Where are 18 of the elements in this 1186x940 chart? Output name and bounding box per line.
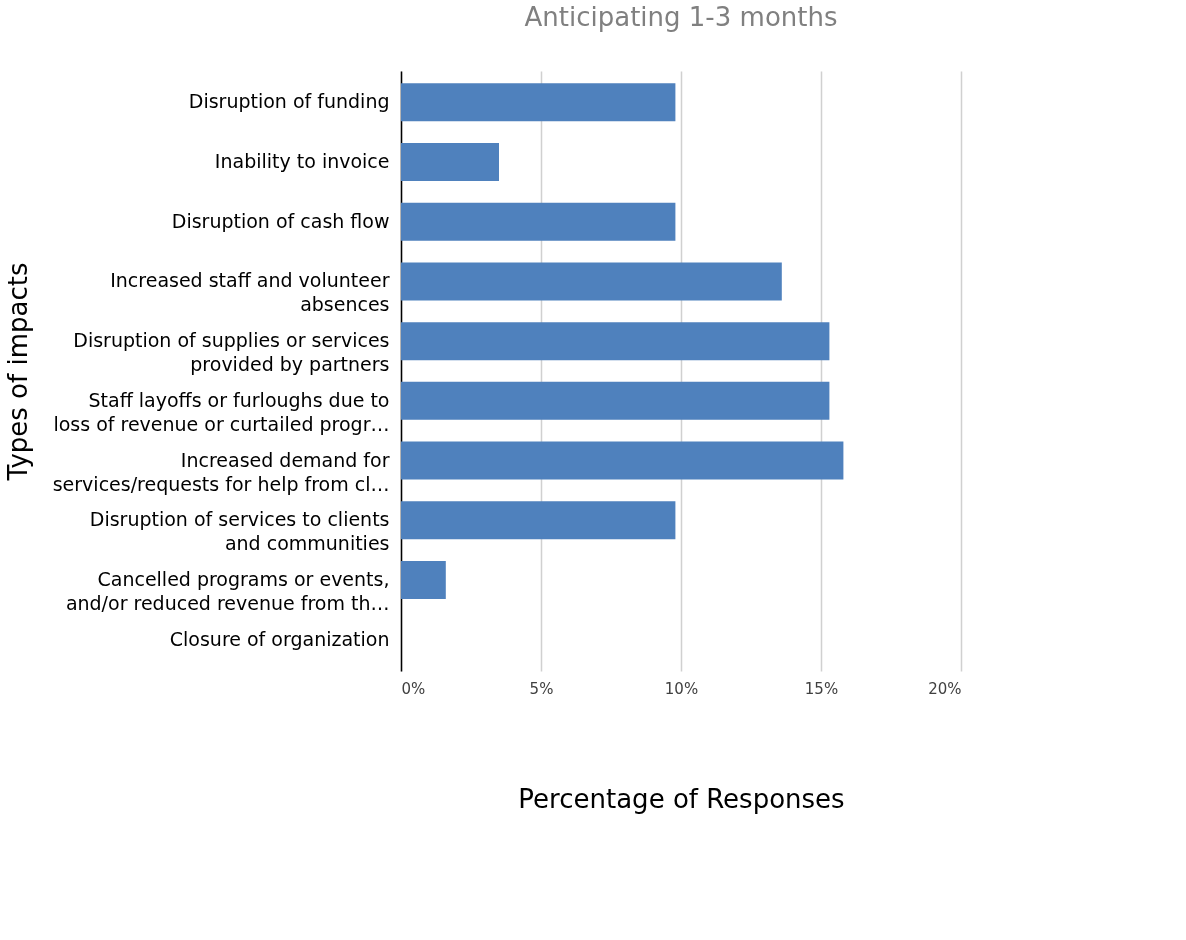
y-tick-label: Increased staff and volunteer absences bbox=[110, 269, 390, 316]
y-tick-label: Staff layoffs or furloughs due to loss of revenue or curtailed progr… bbox=[53, 388, 390, 435]
y-tick-label: Disruption of cash flow bbox=[171, 209, 390, 232]
y-tick-label: Increased demand for services/requests for help from cl… bbox=[52, 448, 390, 495]
x-tick-label: 5% bbox=[529, 679, 554, 698]
y-axis-title: Types of impacts bbox=[2, 262, 33, 482]
x-axis-title: Percentage of Responses bbox=[518, 783, 845, 814]
x-tick-label: 10% bbox=[664, 679, 699, 698]
y-tick-label: Inability to invoice bbox=[214, 150, 390, 173]
chart-title: Anticipating 1-3 months bbox=[524, 2, 838, 32]
x-tick-label: 20% bbox=[928, 679, 962, 698]
y-tick-label: Cancelled programs or events, and/or reduced revenue from th… bbox=[65, 567, 390, 614]
x-tick-label: 15% bbox=[804, 679, 839, 698]
y-tick-label: Disruption of services to clients and communities bbox=[89, 508, 390, 555]
x-tick-label: 0% bbox=[401, 679, 426, 698]
y-tick-label: Disruption of supplies or services provided by partners bbox=[73, 329, 390, 376]
y-tick-label: Closure of organization bbox=[169, 627, 390, 650]
y-tick-label: Disruption of funding bbox=[188, 90, 390, 113]
